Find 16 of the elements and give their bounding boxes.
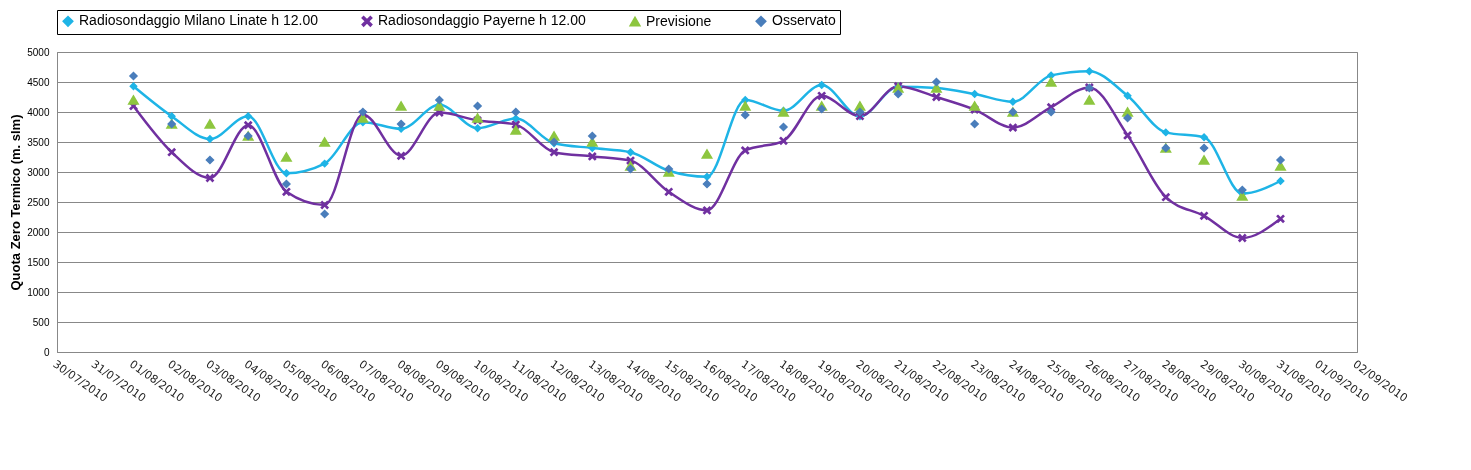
y-tick-label: 3000 [27,166,50,178]
y-tick-label: 5000 [27,46,50,58]
y-tick-label: 2500 [27,196,50,208]
legend-label: Previsione [646,12,712,29]
y-tick-label: 0 [43,346,50,358]
y-axis-title: Quota Zero Termico (m. slm) [8,114,24,291]
y-tick-label: 1500 [27,256,50,268]
y-tick-label: 2000 [27,226,50,238]
legend-label: Radiosondaggio Milano Linate h 12.00 [79,12,319,29]
y-tick-label: 4000 [27,106,50,118]
y-tick-label: 1000 [27,286,50,298]
y-tick-label: 3500 [27,136,50,148]
legend-label: Osservato [772,12,837,29]
y-tick-label: 500 [32,316,50,328]
y-tick-label: 4500 [27,76,50,88]
legend-label: Radiosondaggio Payerne h 12.00 [378,12,587,29]
